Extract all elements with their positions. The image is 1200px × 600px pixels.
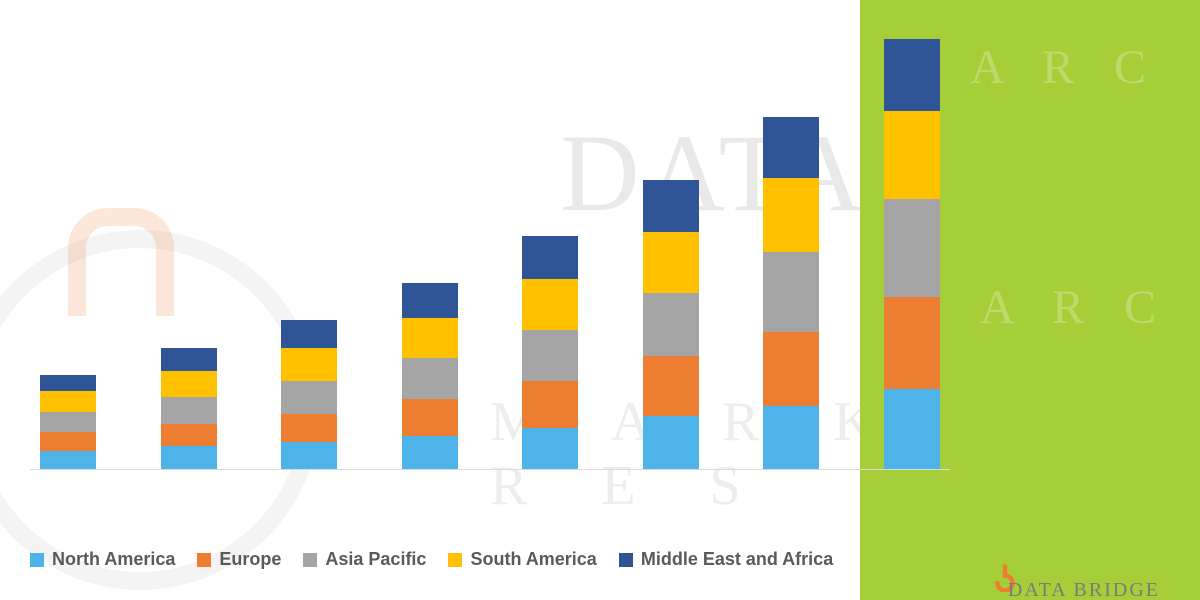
bar-7-asia_pacific (763, 252, 819, 332)
bar-7-south_america (763, 178, 819, 252)
bar-1-middle_east_and_africa (40, 375, 96, 391)
bar-7 (763, 117, 819, 469)
bar-8-europe (884, 297, 940, 389)
bar-6-south_america (643, 232, 699, 293)
bar-2-asia_pacific (161, 397, 217, 424)
bar-8-south_america (884, 111, 940, 199)
bar-1-south_america (40, 391, 96, 411)
bar-3-europe (281, 414, 337, 443)
legend-label-north_america: North America (52, 549, 175, 570)
bar-2-middle_east_and_africa (161, 348, 217, 371)
legend-item-europe: Europe (197, 549, 281, 570)
bar-2-south_america (161, 371, 217, 398)
bar-8-middle_east_and_africa (884, 39, 940, 111)
bar-3-middle_east_and_africa (281, 320, 337, 349)
legend-label-south_america: South America (470, 549, 596, 570)
bar-1-asia_pacific (40, 412, 96, 432)
bar-2-north_america (161, 446, 217, 469)
bar-6-north_america (643, 416, 699, 469)
bar-8-asia_pacific (884, 199, 940, 297)
bar-3-south_america (281, 348, 337, 381)
bar-6-europe (643, 356, 699, 415)
legend-swatch-europe (197, 553, 211, 567)
bar-6 (643, 180, 699, 469)
legend-swatch-north_america (30, 553, 44, 567)
bar-2 (161, 348, 217, 469)
bar-5 (522, 236, 578, 469)
bar-4-south_america (402, 318, 458, 359)
bar-7-europe (763, 332, 819, 406)
chart-legend: North America Europe Asia Pacific South Ame… (30, 549, 833, 570)
bar-7-north_america (763, 406, 819, 469)
bar-2-europe (161, 424, 217, 447)
bar-6-asia_pacific (643, 293, 699, 356)
legend-swatch-asia_pacific (303, 553, 317, 567)
bar-4-asia_pacific (402, 358, 458, 399)
legend-label-asia_pacific: Asia Pacific (325, 549, 426, 570)
bar-4-middle_east_and_africa (402, 283, 458, 318)
legend-item-north_america: North America (30, 549, 175, 570)
bar-3-asia_pacific (281, 381, 337, 414)
bar-3 (281, 320, 337, 469)
bar-5-north_america (522, 428, 578, 469)
bar-4 (402, 283, 458, 469)
stage: DATA BR M A R K E T R E S E A R C E A R … (0, 0, 1200, 600)
stacked-bar-chart (30, 40, 950, 470)
bar-7-middle_east_and_africa (763, 117, 819, 178)
legend-item-asia_pacific: Asia Pacific (303, 549, 426, 570)
bar-1 (40, 375, 96, 469)
brand-text: DATA BRIDGE (1008, 579, 1160, 600)
bar-5-south_america (522, 279, 578, 330)
bar-8-north_america (884, 389, 940, 469)
legend-item-middle_east_and_africa: Middle East and Africa (619, 549, 833, 570)
legend-label-europe: Europe (219, 549, 281, 570)
bar-5-europe (522, 381, 578, 428)
bar-4-north_america (402, 436, 458, 469)
bar-6-middle_east_and_africa (643, 180, 699, 231)
bar-1-europe (40, 432, 96, 450)
bar-4-europe (402, 399, 458, 436)
legend-swatch-south_america (448, 553, 462, 567)
bar-3-north_america (281, 442, 337, 469)
bar-8 (884, 39, 940, 469)
bar-1-north_america (40, 451, 96, 469)
bar-5-middle_east_and_africa (522, 236, 578, 279)
legend-item-south_america: South America (448, 549, 596, 570)
legend-swatch-middle_east_and_africa (619, 553, 633, 567)
legend-label-middle_east_and_africa: Middle East and Africa (641, 549, 833, 570)
bar-5-asia_pacific (522, 330, 578, 381)
